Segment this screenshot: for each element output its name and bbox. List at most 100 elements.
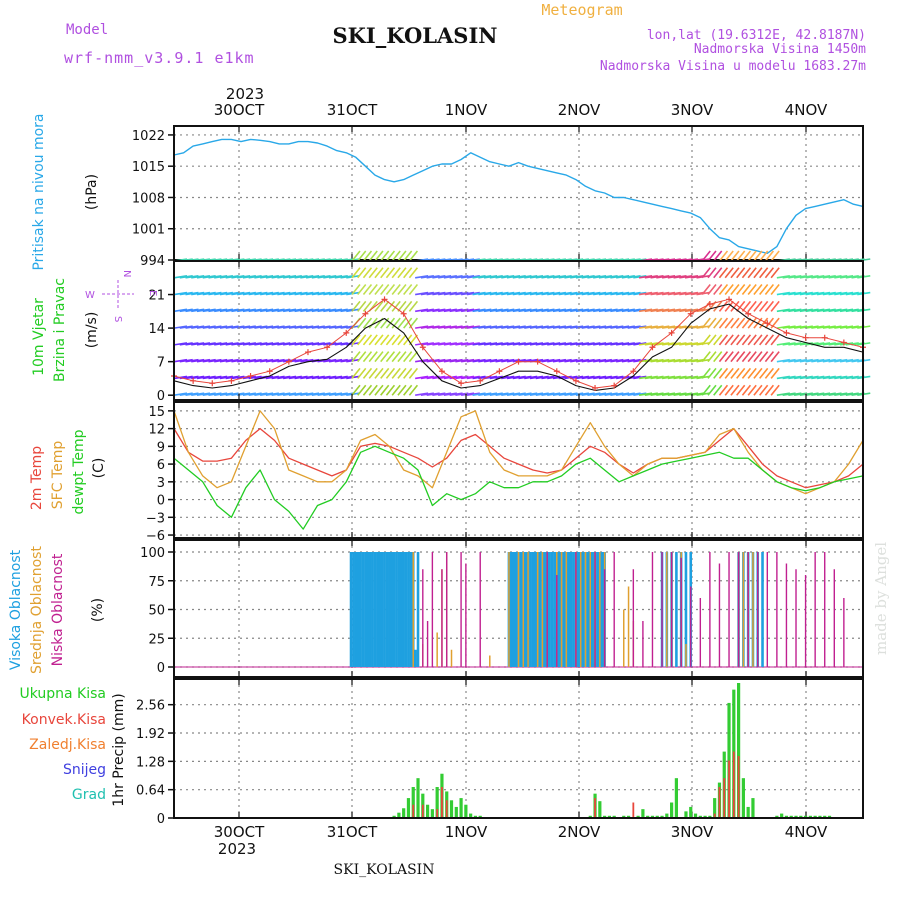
wind-barb <box>615 392 630 396</box>
wind-barb <box>741 300 752 312</box>
wind-barb <box>518 375 532 380</box>
wind-barb <box>403 300 413 312</box>
wind-barb <box>621 308 635 313</box>
wind-barb <box>466 308 480 313</box>
wind-barb <box>351 384 361 396</box>
wind-barb <box>701 367 711 379</box>
wind-barb <box>397 384 407 396</box>
wind-barb <box>472 342 486 346</box>
wind-barb <box>529 392 544 396</box>
wind-gust-marker <box>496 368 503 375</box>
wind-barb <box>764 267 775 279</box>
wind-barb <box>529 274 544 279</box>
wind-barb <box>374 384 384 396</box>
wind-barb <box>495 291 509 296</box>
wind-barb <box>770 284 780 296</box>
wind-barb <box>724 367 734 379</box>
wind-barb <box>529 325 544 329</box>
wind-barb <box>598 291 613 296</box>
wind-barb <box>793 325 808 329</box>
precip-total-bar <box>416 778 420 818</box>
wind-barb <box>575 375 590 380</box>
wind-barb <box>558 358 572 363</box>
wind-barb <box>816 342 831 346</box>
y-tick-label: 25 <box>148 632 165 647</box>
wind-barb <box>248 392 262 396</box>
wind-barb <box>300 392 314 396</box>
wind-barb <box>604 274 618 279</box>
wind-barb <box>644 291 658 296</box>
wind-barb <box>415 308 429 313</box>
wind-barb <box>661 392 676 396</box>
precip-total-bar <box>607 815 612 818</box>
wind-barb <box>713 250 723 262</box>
wind-barb <box>472 375 486 380</box>
wind-barb <box>724 267 734 279</box>
wind-barb <box>816 358 831 363</box>
wind-barb <box>788 308 802 313</box>
panel-frame <box>173 678 864 819</box>
wind-barb <box>443 308 457 313</box>
wind-barb <box>684 274 699 279</box>
wind-barb <box>282 325 297 329</box>
wind-barb <box>495 392 509 396</box>
wind-barb <box>816 375 831 380</box>
wind-barb <box>351 300 361 312</box>
wind-barb <box>362 334 373 346</box>
wind-barb <box>661 274 676 279</box>
wind-barb <box>294 358 308 363</box>
wind-barb <box>426 308 440 313</box>
wind-barb <box>362 250 373 262</box>
wind-barb <box>753 334 763 346</box>
wind-barb <box>397 351 407 363</box>
precip-total-bar <box>736 683 741 818</box>
model-label: Model <box>66 22 108 38</box>
wind-barb <box>805 291 819 296</box>
wind-barb <box>644 325 658 329</box>
wind-barb <box>483 274 498 279</box>
wind-barb <box>718 351 729 363</box>
wind-barb <box>248 342 262 346</box>
wind-barb <box>408 284 419 296</box>
wind-barb <box>799 375 813 380</box>
wind-barb <box>610 291 624 296</box>
wind-barb <box>420 274 435 279</box>
wind-barb <box>173 291 188 296</box>
wind-barb <box>518 342 532 346</box>
wind-barb <box>604 358 618 363</box>
wind-barb <box>615 308 630 313</box>
wind-barb <box>185 325 199 329</box>
wind-barb <box>547 274 561 279</box>
wind-gust-marker <box>572 377 579 384</box>
wind-barb <box>368 284 378 296</box>
wind-barb <box>231 392 245 396</box>
precip-total-bar <box>473 815 478 818</box>
precip-total-bar <box>789 815 793 818</box>
wind-barb <box>391 267 401 279</box>
panel-frame <box>173 401 864 539</box>
wind-barb <box>667 392 681 396</box>
wind-barb <box>845 325 859 329</box>
y-tick-label: 1022 <box>132 129 165 144</box>
y-tick-label: 12 <box>148 423 165 438</box>
wind-barb <box>575 291 590 296</box>
wind-barb <box>793 358 808 363</box>
wind-barb <box>282 342 297 346</box>
wind-barb <box>437 392 452 396</box>
wind-barb <box>403 317 413 329</box>
wind-barb <box>185 392 199 396</box>
wind-barb <box>265 308 279 313</box>
wind-barb <box>834 392 848 396</box>
precip-total-bar <box>741 778 745 818</box>
wind-barb <box>552 308 567 313</box>
wind-barb <box>593 291 607 296</box>
wind-barb <box>231 274 245 279</box>
wind-barb <box>724 351 734 363</box>
wind-barb <box>288 375 302 380</box>
wind-barb <box>828 325 842 329</box>
wind-barb <box>426 342 440 346</box>
wind-barb <box>374 250 384 262</box>
wind-barb <box>179 291 193 296</box>
wind-barb <box>822 342 836 346</box>
wind-barb <box>547 392 561 396</box>
